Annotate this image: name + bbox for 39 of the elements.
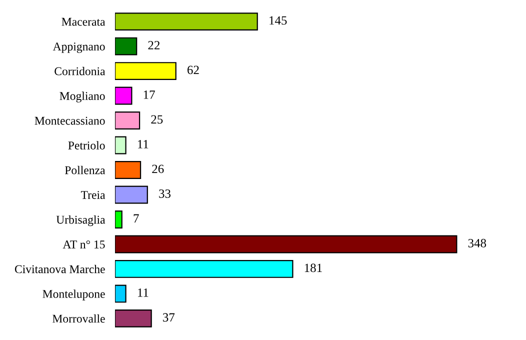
data-label: 181 <box>304 264 322 272</box>
data-label: 33 <box>159 189 171 198</box>
data-label: 145 <box>270 16 287 25</box>
bar <box>115 112 140 130</box>
bar <box>115 186 148 204</box>
y-tick-label: Petriolo <box>68 141 105 150</box>
y-tick-label: Treia <box>81 191 106 199</box>
bar <box>115 284 126 303</box>
y-tick-label: Montelupone <box>42 290 105 300</box>
y-tick-label: Urbisaglia <box>56 215 106 226</box>
data-label: 17 <box>144 90 155 99</box>
bar <box>115 37 138 56</box>
bar <box>115 235 458 254</box>
data-label: 25 <box>151 115 163 124</box>
data-label: 22 <box>148 41 160 50</box>
data-label: 37 <box>163 313 175 322</box>
bar <box>115 62 176 80</box>
bar <box>115 210 122 228</box>
y-tick-label: Macerata <box>62 18 106 26</box>
bar <box>115 260 294 278</box>
bar <box>115 12 258 31</box>
y-tick-label: AT n° 15 <box>62 240 105 248</box>
bar <box>115 309 152 328</box>
data-label: 11 <box>138 288 148 297</box>
data-label: 11 <box>138 140 148 148</box>
data-label: 7 <box>134 214 139 222</box>
y-tick-label: Corridonia <box>54 66 106 76</box>
bar <box>115 161 142 179</box>
y-tick-label: Mogliano <box>60 92 105 102</box>
data-label: 26 <box>152 164 164 174</box>
data-label: 62 <box>188 66 199 74</box>
data-label: 348 <box>468 238 486 248</box>
y-tick-label: Appignano <box>52 42 105 53</box>
y-tick-label: Civitanova Marche <box>14 264 105 274</box>
y-tick-label: Montecassiano <box>34 116 105 125</box>
y-tick-label: Pollenza <box>64 166 106 174</box>
bar <box>115 136 126 154</box>
bar <box>115 86 132 105</box>
y-tick-label: Morrovalle <box>52 314 105 323</box>
